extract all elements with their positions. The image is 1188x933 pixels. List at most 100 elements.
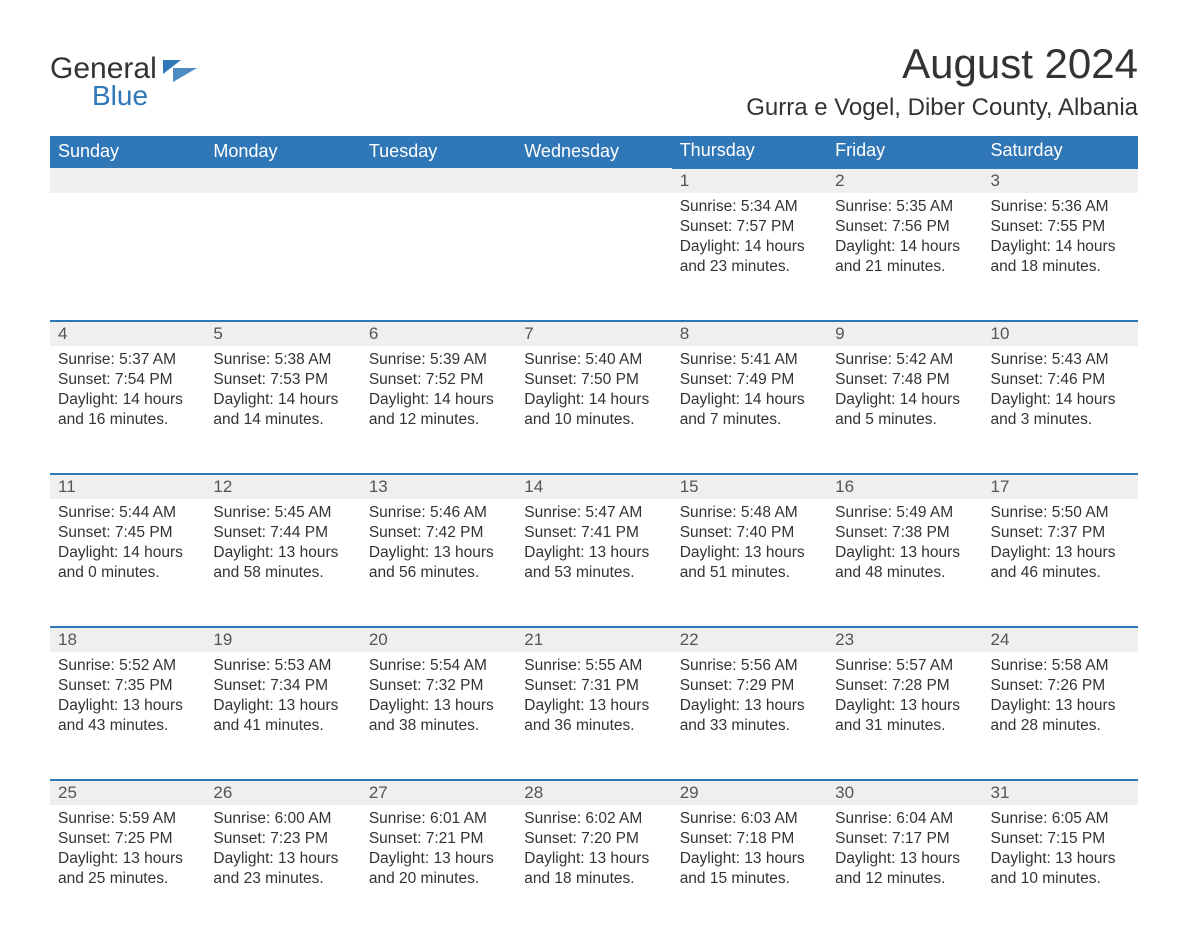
- daylight-text: Daylight: 13 hours and 33 minutes.: [680, 696, 819, 736]
- day-number-cell: 15: [672, 474, 827, 499]
- daynum-row: 18192021222324: [50, 627, 1138, 652]
- day-info-cell: [205, 193, 360, 321]
- day-number-cell: 22: [672, 627, 827, 652]
- day-info-cell: Sunrise: 5:46 AMSunset: 7:42 PMDaylight:…: [361, 499, 516, 627]
- day-number-cell: 19: [205, 627, 360, 652]
- day-info-cell: Sunrise: 5:38 AMSunset: 7:53 PMDaylight:…: [205, 346, 360, 474]
- sunrise-text: Sunrise: 5:35 AM: [835, 197, 974, 217]
- sunrise-text: Sunrise: 5:53 AM: [213, 656, 352, 676]
- day-number-cell: 5: [205, 321, 360, 346]
- sunrise-text: Sunrise: 5:52 AM: [58, 656, 197, 676]
- sunset-text: Sunset: 7:44 PM: [213, 523, 352, 543]
- sunset-text: Sunset: 7:45 PM: [58, 523, 197, 543]
- weekday-header: Monday: [205, 136, 360, 168]
- day-info-cell: Sunrise: 6:02 AMSunset: 7:20 PMDaylight:…: [516, 805, 671, 933]
- sunset-text: Sunset: 7:55 PM: [991, 217, 1130, 237]
- day-number-cell: 17: [983, 474, 1138, 499]
- sunset-text: Sunset: 7:23 PM: [213, 829, 352, 849]
- day-info-cell: Sunrise: 6:01 AMSunset: 7:21 PMDaylight:…: [361, 805, 516, 933]
- sunrise-text: Sunrise: 5:39 AM: [369, 350, 508, 370]
- daylight-text: Daylight: 13 hours and 28 minutes.: [991, 696, 1130, 736]
- daylight-text: Daylight: 13 hours and 51 minutes.: [680, 543, 819, 583]
- day-info-cell: Sunrise: 5:49 AMSunset: 7:38 PMDaylight:…: [827, 499, 982, 627]
- day-number-cell: 2: [827, 168, 982, 193]
- sunrise-text: Sunrise: 6:00 AM: [213, 809, 352, 829]
- day-number-cell: [205, 168, 360, 193]
- day-number-cell: 28: [516, 780, 671, 805]
- day-info-cell: Sunrise: 5:39 AMSunset: 7:52 PMDaylight:…: [361, 346, 516, 474]
- daylight-text: Daylight: 14 hours and 7 minutes.: [680, 390, 819, 430]
- logo-word2: Blue: [92, 80, 157, 112]
- day-number-cell: 8: [672, 321, 827, 346]
- sunrise-text: Sunrise: 5:57 AM: [835, 656, 974, 676]
- info-row: Sunrise: 5:52 AMSunset: 7:35 PMDaylight:…: [50, 652, 1138, 780]
- sunrise-text: Sunrise: 6:04 AM: [835, 809, 974, 829]
- weekday-header: Wednesday: [516, 136, 671, 168]
- day-info-cell: Sunrise: 5:56 AMSunset: 7:29 PMDaylight:…: [672, 652, 827, 780]
- sunrise-text: Sunrise: 5:56 AM: [680, 656, 819, 676]
- day-info-cell: Sunrise: 5:59 AMSunset: 7:25 PMDaylight:…: [50, 805, 205, 933]
- day-number-cell: 29: [672, 780, 827, 805]
- day-info-cell: Sunrise: 5:45 AMSunset: 7:44 PMDaylight:…: [205, 499, 360, 627]
- daylight-text: Daylight: 14 hours and 10 minutes.: [524, 390, 663, 430]
- day-info-cell: Sunrise: 5:48 AMSunset: 7:40 PMDaylight:…: [672, 499, 827, 627]
- day-number-cell: 18: [50, 627, 205, 652]
- day-info-cell: Sunrise: 5:53 AMSunset: 7:34 PMDaylight:…: [205, 652, 360, 780]
- daylight-text: Daylight: 13 hours and 53 minutes.: [524, 543, 663, 583]
- calendar-table: Sunday Monday Tuesday Wednesday Thursday…: [50, 136, 1138, 933]
- daylight-text: Daylight: 14 hours and 21 minutes.: [835, 237, 974, 277]
- sunset-text: Sunset: 7:40 PM: [680, 523, 819, 543]
- day-info-cell: [361, 193, 516, 321]
- sunrise-text: Sunrise: 6:05 AM: [991, 809, 1130, 829]
- day-info-cell: Sunrise: 5:37 AMSunset: 7:54 PMDaylight:…: [50, 346, 205, 474]
- day-number-cell: 12: [205, 474, 360, 499]
- day-info-cell: Sunrise: 5:57 AMSunset: 7:28 PMDaylight:…: [827, 652, 982, 780]
- daylight-text: Daylight: 14 hours and 5 minutes.: [835, 390, 974, 430]
- sunset-text: Sunset: 7:48 PM: [835, 370, 974, 390]
- day-number-cell: 9: [827, 321, 982, 346]
- sunrise-text: Sunrise: 5:42 AM: [835, 350, 974, 370]
- daylight-text: Daylight: 13 hours and 10 minutes.: [991, 849, 1130, 889]
- daylight-text: Daylight: 14 hours and 18 minutes.: [991, 237, 1130, 277]
- day-info-cell: Sunrise: 5:50 AMSunset: 7:37 PMDaylight:…: [983, 499, 1138, 627]
- daylight-text: Daylight: 14 hours and 3 minutes.: [991, 390, 1130, 430]
- day-info-cell: Sunrise: 5:55 AMSunset: 7:31 PMDaylight:…: [516, 652, 671, 780]
- daylight-text: Daylight: 13 hours and 12 minutes.: [835, 849, 974, 889]
- sunrise-text: Sunrise: 5:49 AM: [835, 503, 974, 523]
- day-number-cell: 24: [983, 627, 1138, 652]
- day-info-cell: Sunrise: 5:35 AMSunset: 7:56 PMDaylight:…: [827, 193, 982, 321]
- sunrise-text: Sunrise: 5:58 AM: [991, 656, 1130, 676]
- sunset-text: Sunset: 7:49 PM: [680, 370, 819, 390]
- title-block: August 2024 Gurra e Vogel, Diber County,…: [746, 40, 1138, 136]
- day-number-cell: 23: [827, 627, 982, 652]
- sunset-text: Sunset: 7:18 PM: [680, 829, 819, 849]
- day-number-cell: 16: [827, 474, 982, 499]
- day-info-cell: Sunrise: 6:03 AMSunset: 7:18 PMDaylight:…: [672, 805, 827, 933]
- sunset-text: Sunset: 7:17 PM: [835, 829, 974, 849]
- day-number-cell: [50, 168, 205, 193]
- daylight-text: Daylight: 14 hours and 12 minutes.: [369, 390, 508, 430]
- sunrise-text: Sunrise: 5:38 AM: [213, 350, 352, 370]
- sunrise-text: Sunrise: 5:50 AM: [991, 503, 1130, 523]
- sunset-text: Sunset: 7:26 PM: [991, 676, 1130, 696]
- daynum-row: 123: [50, 168, 1138, 193]
- daylight-text: Daylight: 14 hours and 14 minutes.: [213, 390, 352, 430]
- daylight-text: Daylight: 13 hours and 36 minutes.: [524, 696, 663, 736]
- calendar-body: 123Sunrise: 5:34 AMSunset: 7:57 PMDaylig…: [50, 168, 1138, 933]
- day-info-cell: Sunrise: 6:00 AMSunset: 7:23 PMDaylight:…: [205, 805, 360, 933]
- sunset-text: Sunset: 7:54 PM: [58, 370, 197, 390]
- day-number-cell: [516, 168, 671, 193]
- sunrise-text: Sunrise: 5:45 AM: [213, 503, 352, 523]
- page: General Blue August 2024 Gurra e Vogel, …: [0, 0, 1188, 918]
- day-info-cell: [50, 193, 205, 321]
- daylight-text: Daylight: 13 hours and 58 minutes.: [213, 543, 352, 583]
- sunrise-text: Sunrise: 6:02 AM: [524, 809, 663, 829]
- day-number-cell: 21: [516, 627, 671, 652]
- day-number-cell: 27: [361, 780, 516, 805]
- weekday-header: Friday: [827, 136, 982, 168]
- day-info-cell: Sunrise: 5:40 AMSunset: 7:50 PMDaylight:…: [516, 346, 671, 474]
- sunset-text: Sunset: 7:56 PM: [835, 217, 974, 237]
- sunrise-text: Sunrise: 5:40 AM: [524, 350, 663, 370]
- sunset-text: Sunset: 7:57 PM: [680, 217, 819, 237]
- day-info-cell: Sunrise: 5:58 AMSunset: 7:26 PMDaylight:…: [983, 652, 1138, 780]
